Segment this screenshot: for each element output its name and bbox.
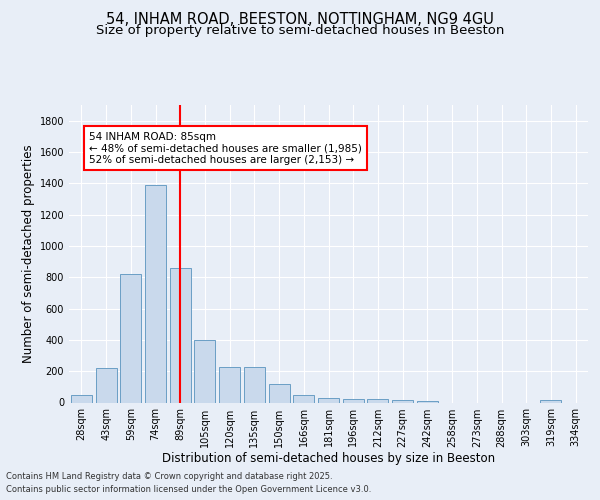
Y-axis label: Number of semi-detached properties: Number of semi-detached properties (22, 144, 35, 363)
Bar (120, 274, 141, 402)
Bar (71, 394, 92, 402)
Bar (170, 268, 191, 402)
Text: 54 INHAM ROAD: 85sqm
← 48% of semi-detached houses are smaller (1,985)
52% of se: 54 INHAM ROAD: 85sqm ← 48% of semi-detac… (89, 132, 362, 165)
Bar (95, 368, 116, 402)
Bar (269, 384, 290, 402)
Text: 54, INHAM ROAD, BEESTON, NOTTINGHAM, NG9 4GU: 54, INHAM ROAD, BEESTON, NOTTINGHAM, NG9… (106, 12, 494, 28)
Bar (343, 398, 364, 402)
Bar (392, 400, 413, 402)
Bar (318, 398, 339, 402)
Bar (417, 401, 438, 402)
Bar (219, 368, 240, 402)
Text: Size of property relative to semi-detached houses in Beeston: Size of property relative to semi-detach… (96, 24, 504, 37)
X-axis label: Distribution of semi-detached houses by size in Beeston: Distribution of semi-detached houses by … (162, 452, 495, 466)
Bar (194, 340, 215, 402)
Bar (145, 185, 166, 402)
Bar (367, 400, 388, 402)
Text: Contains HM Land Registry data © Crown copyright and database right 2025.: Contains HM Land Registry data © Crown c… (6, 472, 332, 481)
Bar (244, 368, 265, 402)
Bar (541, 400, 562, 402)
Text: Contains public sector information licensed under the Open Government Licence v3: Contains public sector information licen… (6, 485, 371, 494)
Bar (293, 394, 314, 402)
